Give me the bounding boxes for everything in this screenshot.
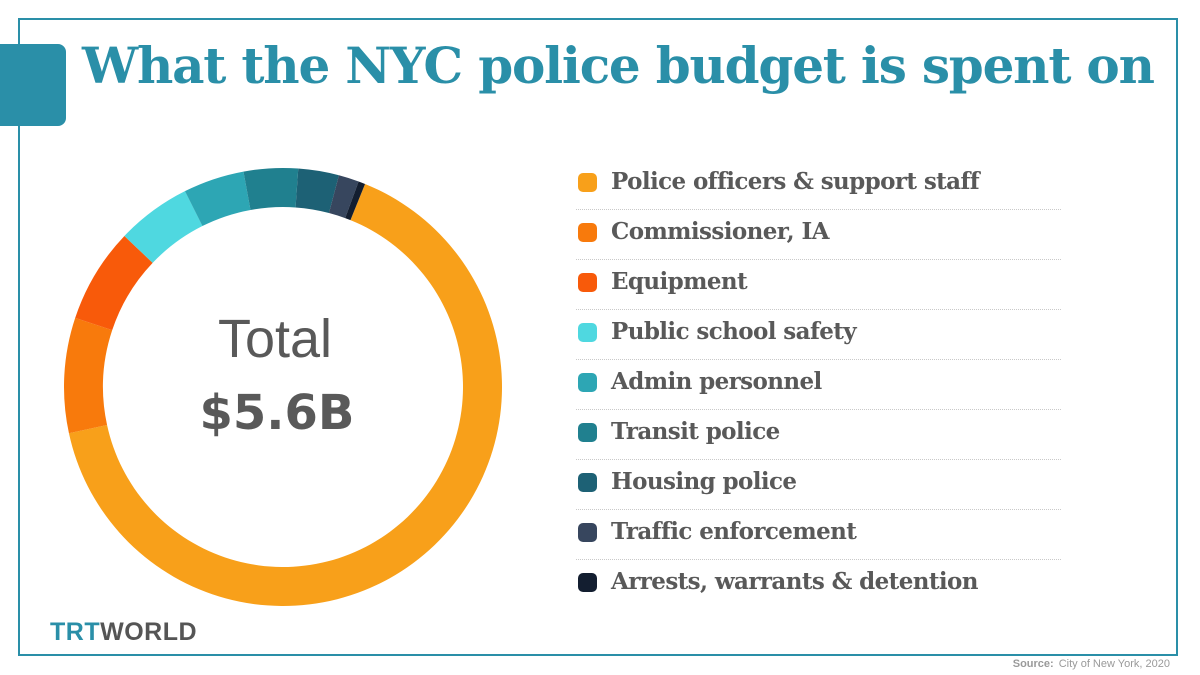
legend-label: Traffic enforcement	[611, 518, 857, 545]
legend-item: Admin personnel	[576, 360, 1061, 410]
donut-slice-8	[328, 175, 359, 219]
donut-slice-2	[64, 317, 113, 434]
trt-world-logo: TRTWORLD	[50, 618, 197, 647]
source-label: Source:	[1012, 658, 1054, 670]
legend-swatch	[578, 473, 597, 492]
center-total-value: $5.6B	[199, 385, 354, 441]
title-accent-block	[0, 44, 66, 126]
source-note: Source: City of New York, 2020	[1013, 658, 1170, 670]
legend-item: Transit police	[576, 410, 1061, 460]
page-title: What the NYC police budget is spent on	[82, 36, 1155, 95]
legend-label: Housing police	[611, 468, 797, 495]
legend-swatch	[578, 173, 597, 192]
frame-border	[18, 18, 1178, 656]
legend-item: Police officers & support staff	[576, 160, 1061, 210]
donut-slice-7	[295, 168, 339, 213]
donut-slice-6	[243, 168, 299, 210]
legend-item: Public school safety	[576, 310, 1061, 360]
legend-label: Equipment	[611, 268, 748, 295]
donut-slice-4	[124, 191, 203, 263]
legend-swatch	[578, 323, 597, 342]
donut-slice-9	[345, 181, 366, 221]
donut-chart: Total $5.6B	[64, 168, 503, 607]
legend-label: Transit police	[611, 418, 780, 445]
legend-label: Public school safety	[611, 318, 857, 345]
legend-swatch	[578, 273, 597, 292]
legend-swatch	[578, 423, 597, 442]
legend-swatch	[578, 523, 597, 542]
legend-swatch	[578, 373, 597, 392]
legend-item: Housing police	[576, 460, 1061, 510]
legend-label: Commissioner, IA	[611, 218, 829, 245]
legend-label: Arrests, warrants & detention	[611, 568, 978, 595]
center-total-label: Total	[218, 309, 332, 369]
logo-world: WORLD	[100, 618, 198, 646]
legend-swatch	[578, 573, 597, 592]
legend-label: Admin personnel	[611, 368, 822, 395]
legend-label: Police officers & support staff	[611, 168, 980, 195]
donut-slice-5	[184, 171, 251, 227]
donut-slice-3	[75, 235, 153, 331]
source-text: City of New York, 2020	[1058, 658, 1170, 670]
legend: Police officers & support staff Commissio…	[576, 160, 1061, 610]
legend-item: Commissioner, IA	[576, 210, 1061, 260]
legend-swatch	[578, 223, 597, 242]
legend-item: Arrests, warrants & detention	[576, 560, 1061, 610]
legend-item: Equipment	[576, 260, 1061, 310]
logo-trt: TRT	[50, 618, 101, 646]
legend-item: Traffic enforcement	[576, 510, 1061, 560]
